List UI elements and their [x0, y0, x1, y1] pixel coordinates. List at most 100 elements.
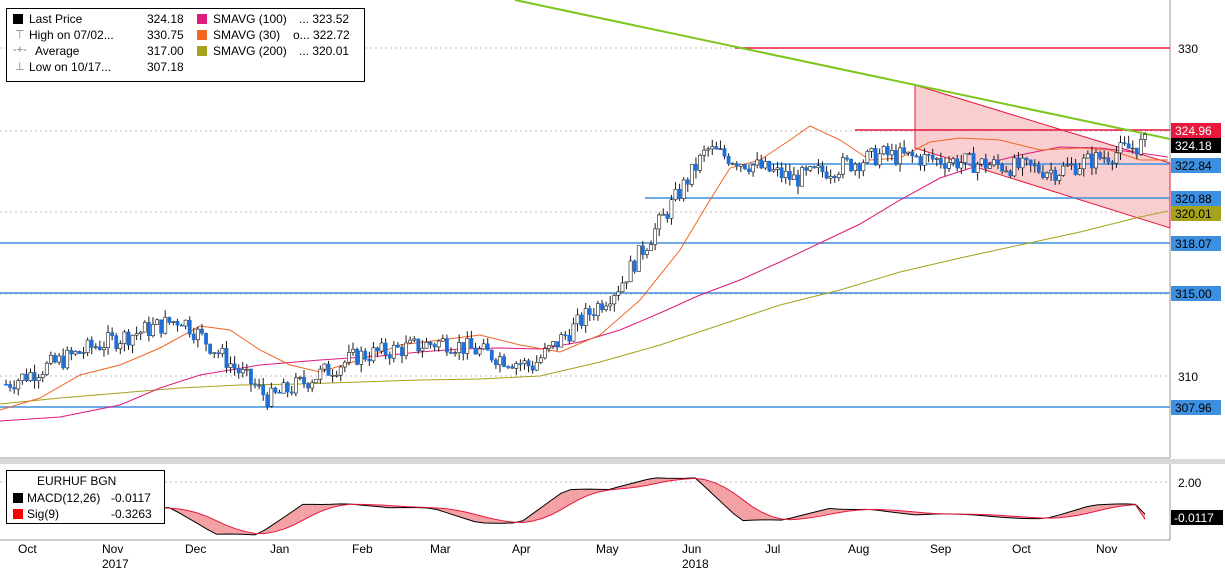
candle-body — [555, 341, 560, 348]
candle-body — [751, 164, 755, 173]
candle-body — [383, 342, 388, 355]
candle-body — [914, 155, 919, 158]
candle-body — [906, 151, 911, 154]
ma100-line — [0, 146, 1169, 422]
month-label: Nov — [1096, 542, 1117, 556]
candle-body — [489, 349, 494, 361]
price-tag-315-00: 315.00 — [1171, 286, 1221, 301]
month-label: Oct — [1012, 542, 1031, 556]
candle-body — [436, 340, 441, 348]
macd-histogram-segment — [321, 504, 332, 511]
ma200-swatch — [197, 46, 207, 56]
candle-body — [922, 154, 927, 166]
candle-body — [1032, 164, 1037, 167]
candle-body — [694, 163, 698, 171]
macd-histogram-segment — [1058, 512, 1069, 518]
candle-body — [330, 374, 335, 377]
candle-body — [445, 338, 449, 353]
candle-body — [8, 384, 12, 388]
month-label: Aug — [848, 542, 869, 556]
candle-body — [485, 343, 490, 351]
candle-body — [889, 150, 894, 156]
price-tag-320-01: 320.01 — [1171, 206, 1221, 221]
candle-body — [118, 343, 123, 349]
candle-body — [163, 316, 168, 334]
candle-body — [204, 333, 208, 345]
year-label: 2017 — [102, 557, 129, 571]
candle-body — [600, 303, 604, 310]
candle-body — [947, 162, 951, 169]
candle-body — [938, 158, 943, 165]
candle-body — [677, 188, 682, 199]
candle-body — [16, 380, 21, 390]
candle-body — [261, 384, 266, 396]
price-tag-324-96: 324.96 — [1171, 123, 1221, 138]
ma30-swatch — [197, 30, 207, 40]
macd-histogram-segment — [637, 479, 648, 487]
ma30-line — [0, 125, 1168, 411]
candle-body — [269, 387, 274, 407]
candle-body — [951, 158, 956, 164]
candle-body — [857, 163, 862, 172]
candle-body — [187, 319, 192, 335]
candle-body — [632, 260, 637, 272]
candle-body — [567, 335, 572, 342]
candle-body — [718, 148, 723, 150]
candle-body — [440, 338, 445, 342]
candle-body — [318, 368, 323, 380]
candle-body — [1073, 163, 1078, 175]
candle-body — [918, 156, 923, 166]
candle-body — [1085, 153, 1090, 159]
candle-body — [130, 334, 135, 346]
panel-divider[interactable] — [0, 459, 1225, 464]
macd-legend-row: MACD(12,26) -0.0117 — [7, 490, 164, 506]
candle-body — [657, 214, 662, 230]
candle-body — [326, 363, 331, 376]
macd-histogram-segment — [226, 525, 236, 535]
macd-instrument-title: EURHUF BGN — [37, 474, 117, 488]
macd-histogram-segment — [1097, 504, 1107, 511]
candle-body — [85, 339, 90, 353]
price-tick-310: 310 — [1178, 370, 1198, 384]
macd-histogram-segment — [628, 481, 638, 489]
candle-body — [1020, 157, 1025, 169]
macd-histogram-segment — [283, 511, 294, 530]
candle-body — [1110, 161, 1115, 164]
candle-body — [665, 213, 670, 219]
candle-body — [828, 175, 833, 179]
candle-body — [959, 162, 964, 169]
candle-body — [408, 339, 413, 344]
candle-body — [40, 374, 45, 378]
candle-body — [853, 163, 858, 172]
candle-body — [387, 354, 392, 359]
macd-histogram-segment — [532, 506, 542, 522]
candle-body — [1098, 152, 1102, 159]
candle-body — [371, 347, 376, 362]
candle-body — [661, 213, 666, 216]
candle-body — [542, 348, 547, 359]
candle-body — [465, 338, 470, 354]
candle-body — [820, 165, 825, 173]
svg-text:322.84: 322.84 — [1175, 159, 1212, 173]
candle-body — [1139, 139, 1143, 155]
candle-body — [1090, 153, 1094, 169]
candle-body — [89, 339, 94, 348]
candle-body — [869, 147, 874, 152]
candle-body — [738, 163, 743, 167]
candle-body — [461, 342, 466, 354]
macd-histogram-segment — [743, 499, 753, 521]
candle-body — [298, 377, 302, 379]
candle-body — [236, 368, 241, 374]
candle-body — [624, 281, 629, 284]
candle-body — [987, 164, 992, 169]
candle-body — [930, 154, 935, 160]
macd-histogram-segment — [570, 489, 581, 505]
candle-body — [1012, 157, 1017, 177]
candle-body — [620, 282, 625, 293]
candle-body — [604, 305, 609, 310]
month-label: Jul — [765, 542, 780, 556]
macd-histogram-segment — [714, 482, 724, 505]
candle-body — [1028, 159, 1033, 166]
candle-body — [338, 366, 343, 376]
candle-body — [1126, 143, 1131, 149]
